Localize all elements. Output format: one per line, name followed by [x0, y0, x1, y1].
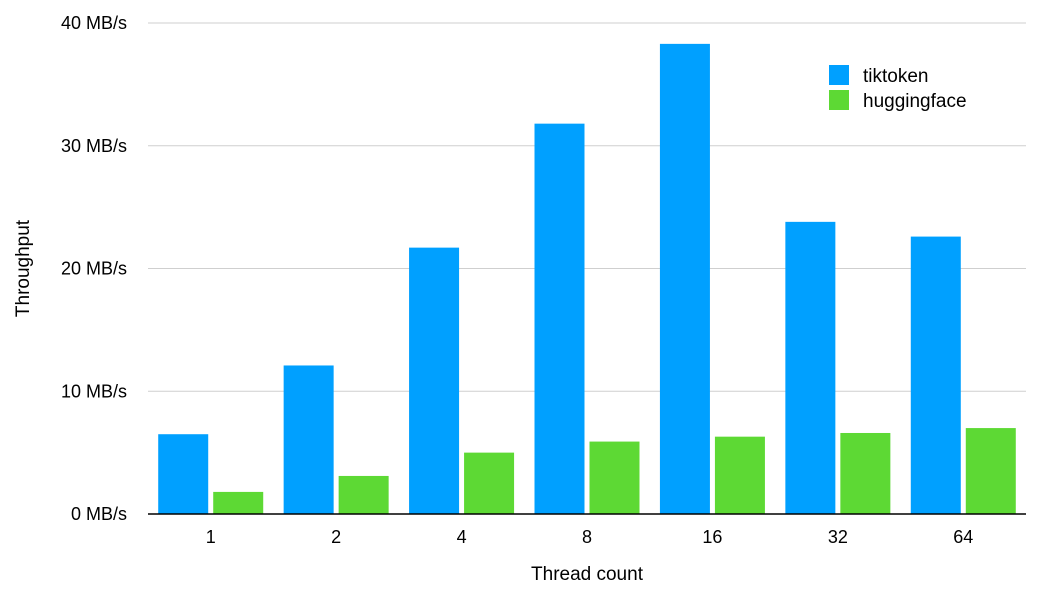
bar-huggingface-4: [464, 452, 515, 514]
x-tick-label: 64: [953, 527, 973, 547]
x-tick-label: 8: [582, 527, 592, 547]
y-axis-title: Throughput: [13, 219, 34, 317]
legend-swatch-huggingface: [829, 90, 849, 110]
x-tick-label: 16: [702, 527, 722, 547]
x-axis-title: Thread count: [531, 564, 644, 585]
x-axis-ticks: 1 2 4 8 16 32 64: [206, 527, 974, 547]
bar-tiktoken-16: [659, 43, 710, 515]
legend-label-huggingface: huggingface: [863, 91, 967, 112]
bar-huggingface-64: [965, 428, 1016, 514]
legend-swatch-tiktoken: [829, 65, 849, 85]
bar-huggingface-16: [714, 436, 765, 514]
y-tick-label: 40 MB/s: [61, 13, 127, 33]
bar-tiktoken-64: [910, 236, 961, 514]
y-axis-ticks: 0 MB/s 10 MB/s 20 MB/s 30 MB/s 40 MB/s: [61, 13, 127, 524]
bar-tiktoken-32: [785, 221, 836, 515]
y-tick-label: 20 MB/s: [61, 259, 127, 279]
x-tick-label: 1: [206, 527, 216, 547]
bar-tiktoken-2: [283, 365, 334, 514]
y-tick-label: 0 MB/s: [71, 504, 127, 524]
y-tick-label: 10 MB/s: [61, 381, 127, 401]
bar-huggingface-8: [589, 441, 640, 514]
bars: [158, 43, 1016, 515]
bar-huggingface-2: [338, 475, 389, 514]
bar-huggingface-1: [213, 491, 264, 514]
x-tick-label: 4: [457, 527, 467, 547]
bar-tiktoken-8: [534, 123, 585, 514]
bar-tiktoken-1: [158, 434, 209, 514]
x-tick-label: 32: [828, 527, 848, 547]
y-tick-label: 30 MB/s: [61, 136, 127, 156]
legend: tiktoken huggingface: [829, 65, 967, 112]
x-tick-label: 2: [331, 527, 341, 547]
bar-huggingface-32: [840, 432, 891, 514]
legend-label-tiktoken: tiktoken: [863, 66, 928, 87]
gridlines: [148, 22, 1026, 392]
bar-tiktoken-4: [409, 247, 460, 514]
